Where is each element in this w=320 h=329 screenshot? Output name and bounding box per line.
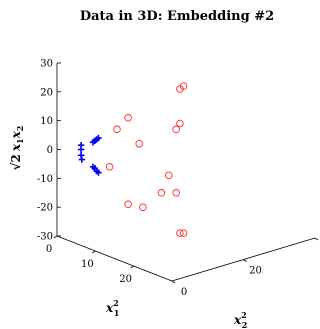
data-points: [77, 82, 188, 237]
circle-point: [172, 189, 180, 197]
x-tick-mark: [53, 235, 58, 239]
x-axis-line: [56, 235, 173, 282]
circle-point: [124, 200, 132, 209]
circle-point: [176, 229, 184, 237]
z-tick-label: 30: [40, 59, 53, 70]
axes: [53, 62, 319, 284]
x-tick-label: 0: [46, 244, 52, 255]
circle-point: [176, 119, 184, 128]
z-tick-label: -10: [37, 174, 53, 185]
z-tick-label: 0: [47, 145, 53, 156]
axis-labels: √2x1x2 x2 1 x2 2: [9, 126, 247, 329]
y-tick-mark: [314, 237, 319, 241]
x-tick-mark: [130, 265, 134, 269]
z-tick-label: -20: [37, 203, 53, 214]
chart-title: Data in 3D: Embedding #2: [80, 9, 274, 24]
svg-text:√2x1x2: √2x1x2: [9, 126, 25, 171]
plus-point: [77, 146, 85, 153]
z-axis-label: √2x1x2: [9, 126, 25, 171]
y-tick-label: 0: [181, 287, 187, 298]
plus-point: [95, 134, 102, 142]
circle-point: [172, 125, 180, 134]
svg-text:x22: x2 2: [233, 310, 247, 329]
x-tick-mark: [92, 250, 96, 254]
circle-point: [165, 171, 173, 180]
circle-point: [139, 203, 147, 211]
plus-point: [78, 156, 86, 163]
y-tick-label: 20: [249, 266, 262, 277]
circle-point: [176, 85, 184, 93]
y-tick-mark: [243, 259, 247, 262]
x-tick-label: 10: [81, 259, 94, 270]
circle-point: [105, 163, 114, 171]
y-axis-label: x2 2: [233, 310, 247, 329]
circle-point: [135, 139, 143, 148]
z-tick-label: 20: [40, 87, 53, 98]
circle-point: [157, 189, 166, 197]
y-tick-mark: [171, 280, 176, 284]
x-tick-label: 20: [119, 274, 132, 285]
x-axis-label: x2 1: [105, 298, 119, 318]
z-tick-label: -30: [37, 232, 53, 243]
plus-point: [95, 169, 102, 176]
z-tick-label: 10: [40, 116, 53, 127]
circle-point: [179, 229, 188, 237]
circle-point: [124, 114, 132, 122]
circle-point: [113, 125, 121, 134]
svg-text:x21: x2 1: [105, 298, 119, 318]
